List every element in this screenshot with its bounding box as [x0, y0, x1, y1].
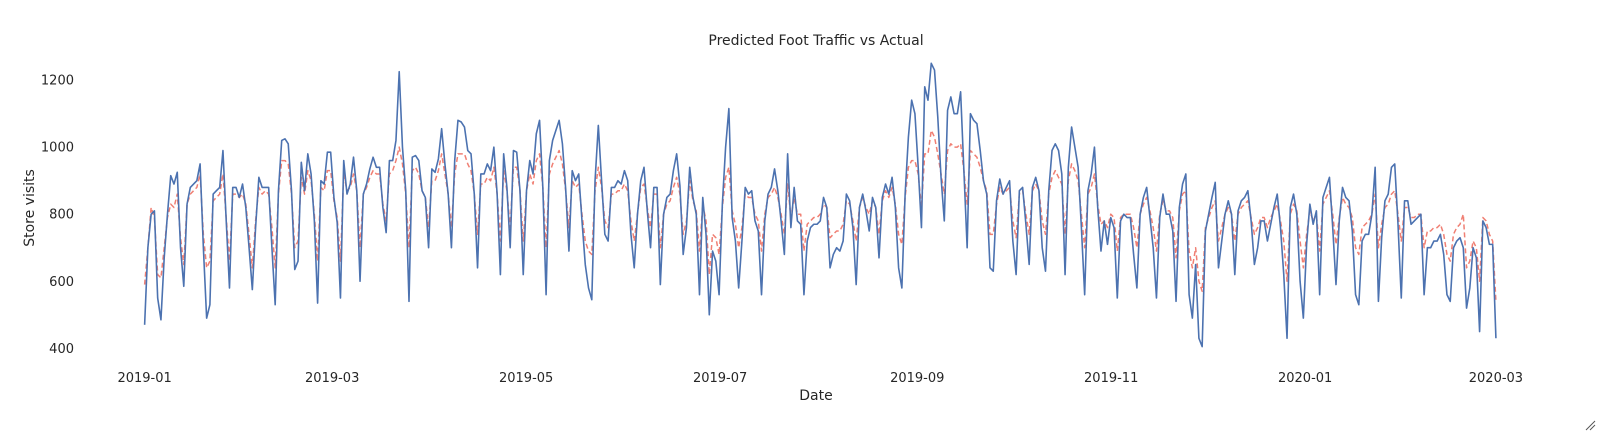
x-tick-label: 2019-09 [890, 371, 944, 386]
y-axis-ticks: 400 600 800 1000 1200 [41, 74, 74, 357]
x-axis-ticks: 2019-01 2019-03 2019-05 2019-07 2019-09 2019-… [117, 371, 1523, 386]
predicted-series-line [143, 129, 1497, 302]
plot-area [143, 62, 1497, 348]
y-tick-label: 1000 [41, 141, 74, 156]
x-tick-label: 2019-05 [499, 371, 553, 386]
chart-title: Predicted Foot Traffic vs Actual [708, 33, 923, 49]
actual-series-line [143, 62, 1497, 348]
y-tick-label: 600 [49, 275, 74, 290]
y-axis-label: Store visits [22, 169, 38, 247]
x-tick-label: 2019-11 [1084, 371, 1138, 386]
y-tick-label: 1200 [41, 74, 74, 89]
x-tick-label: 2020-01 [1278, 371, 1332, 386]
resize-grip-icon[interactable] [1584, 419, 1596, 431]
x-tick-label: 2019-03 [305, 371, 359, 386]
y-tick-label: 800 [49, 208, 74, 223]
x-axis-label: Date [799, 388, 832, 404]
y-tick-label: 400 [49, 342, 74, 357]
x-tick-label: 2019-01 [117, 371, 171, 386]
x-tick-label: 2020-03 [1469, 371, 1523, 386]
x-tick-label: 2019-07 [693, 371, 747, 386]
